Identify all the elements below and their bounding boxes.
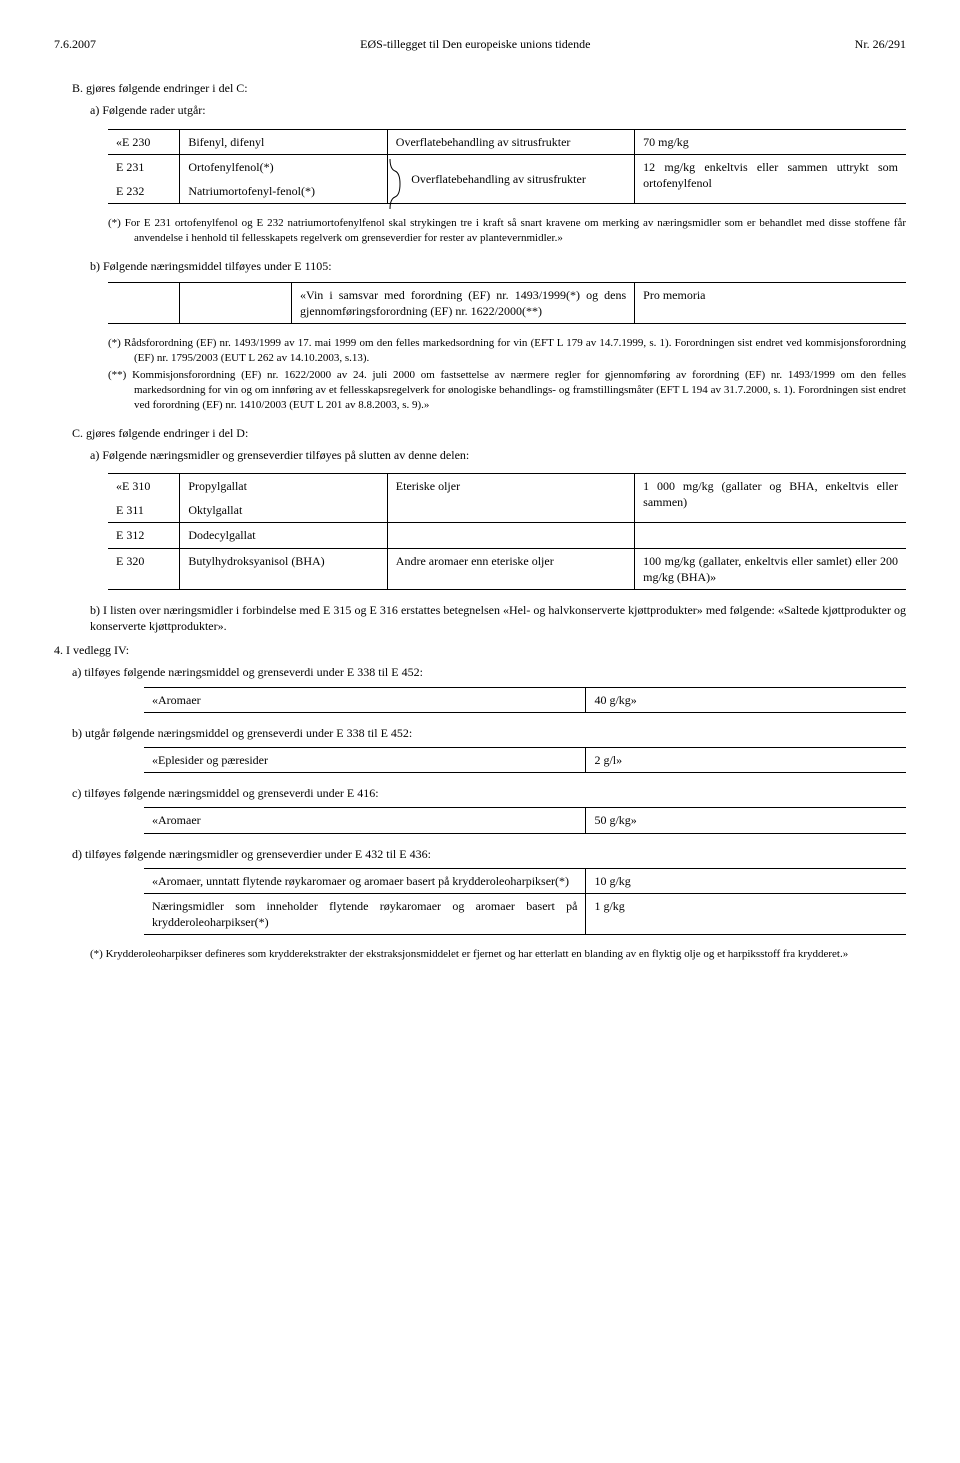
cell-val: 40 g/kg» — [586, 687, 906, 712]
bracket-icon — [388, 157, 402, 211]
cell-name: Natriumortofenyl-fenol(*) — [180, 179, 387, 204]
table-4-a: «Aromaer 40 g/kg» — [144, 687, 906, 713]
section-b-b-label: b) Følgende næringsmiddel tilføyes under… — [90, 258, 906, 274]
table-row: E 320 Butylhydroksyanisol (BHA) Andre ar… — [108, 548, 906, 589]
table-row: «Aromaer 50 g/kg» — [144, 808, 906, 833]
cell-use: Overflatebehandling av sitrusfrukter — [403, 154, 634, 203]
header-right: Nr. 26/291 — [855, 36, 906, 52]
section-4-c-label: c) tilføyes følgende næringsmiddel og gr… — [72, 785, 906, 801]
cell-text: «Aromaer — [144, 687, 586, 712]
cell-use: Andre aromaer enn eteriske oljer — [387, 548, 634, 589]
table-row: «Eplesider og pæresider 2 g/l» — [144, 748, 906, 773]
section-b-title: B. gjøres følgende endringer i del C: — [72, 80, 906, 96]
bracket-cell — [387, 154, 403, 203]
page-header: 7.6.2007 EØS-tillegget til Den europeisk… — [54, 36, 906, 52]
cell-val: 2 g/l» — [586, 748, 906, 773]
cell-name: Oktylgallat — [180, 498, 387, 523]
cell-val: 1 g/kg — [586, 893, 906, 934]
cell-limit: 1 000 mg/kg (gallater og BHA, enkeltvis … — [635, 473, 906, 522]
cell-limit: 100 mg/kg (gallater, enkeltvis eller sam… — [635, 548, 906, 589]
footnote-text: (**) Kommisjonsforordning (EF) nr. 1622/… — [108, 368, 906, 413]
table-row: «Vin i samsvar med forordning (EF) nr. 1… — [108, 283, 906, 324]
table-row: «Aromaer, unntatt flytende røykaromaer o… — [144, 868, 906, 893]
section-4-a-label: a) tilføyes følgende næringsmiddel og gr… — [72, 664, 906, 680]
cell-text: «Aromaer — [144, 808, 586, 833]
table-b-a: «E 230 Bifenyl, difenyl Overflatebehandl… — [108, 129, 906, 205]
cell-text: «Eplesider og pæresider — [144, 748, 586, 773]
cell-limit: 70 mg/kg — [635, 129, 906, 154]
table-c-a: «E 310 Propylgallat Eteriske oljer 1 000… — [108, 473, 906, 590]
cell-code: «E 230 — [108, 129, 180, 154]
section-4-d-label: d) tilføyes følgende næringsmidler og gr… — [72, 846, 906, 862]
section-c-title: C. gjøres følgende endringer i del D: — [72, 425, 906, 441]
cell-code: «E 310 — [108, 473, 180, 498]
cell-code: E 232 — [108, 179, 180, 204]
header-left: 7.6.2007 — [54, 36, 96, 52]
section-c-b-text: b) I listen over næringsmidler i forbind… — [90, 602, 906, 634]
footnote-text: (*) For E 231 ortofenylfenol og E 232 na… — [108, 216, 906, 246]
table-row: «E 310 Propylgallat Eteriske oljer 1 000… — [108, 473, 906, 498]
footnote-b-a: (*) For E 231 ortofenylfenol og E 232 na… — [108, 216, 906, 246]
cell-text: «Vin i samsvar med forordning (EF) nr. 1… — [292, 283, 635, 324]
cell-name: Ortofenylfenol(*) — [180, 154, 387, 179]
cell-val: Pro memoria — [635, 283, 906, 324]
table-row: E 231 Ortofenylfenol(*) Overflatebehandl… — [108, 154, 906, 179]
header-center: EØS-tillegget til Den europeiske unions … — [96, 36, 855, 52]
cell-text: «Aromaer, unntatt flytende røykaromaer o… — [144, 868, 586, 893]
cell-use: Eteriske oljer — [387, 473, 634, 498]
cell-code: E 231 — [108, 154, 180, 179]
table-b-b: «Vin i samsvar med forordning (EF) nr. 1… — [108, 282, 906, 324]
table-4-b: «Eplesider og pæresider 2 g/l» — [144, 747, 906, 773]
cell-text: Næringsmidler som inneholder flytende rø… — [144, 893, 586, 934]
table-row: «E 230 Bifenyl, difenyl Overflatebehandl… — [108, 129, 906, 154]
section-4-title: 4. I vedlegg IV: — [54, 642, 906, 658]
table-4-d: «Aromaer, unntatt flytende røykaromaer o… — [144, 868, 906, 936]
footnote-text: (*) Krydderoleoharpikser defineres som k… — [90, 947, 906, 962]
table-row: Næringsmidler som inneholder flytende rø… — [144, 893, 906, 934]
table-row: «Aromaer 40 g/kg» — [144, 687, 906, 712]
cell-code: E 320 — [108, 548, 180, 589]
section-c-a-label: a) Følgende næringsmidler og grenseverdi… — [90, 447, 906, 463]
section-b-a-label: a) Følgende rader utgår: — [90, 102, 906, 118]
cell-limit: 12 mg/kg enkeltvis eller sammen uttrykt … — [635, 154, 906, 203]
cell-code: E 312 — [108, 523, 180, 548]
cell-name: Butylhydroksyanisol (BHA) — [180, 548, 387, 589]
cell-name: Propylgallat — [180, 473, 387, 498]
cell-name: Bifenyl, difenyl — [180, 129, 387, 154]
cell-val: 10 g/kg — [586, 868, 906, 893]
footnote-text: (*) Rådsforordning (EF) nr. 1493/1999 av… — [108, 336, 906, 366]
table-row: E 312 Dodecylgallat — [108, 523, 906, 548]
table-4-c: «Aromaer 50 g/kg» — [144, 807, 906, 833]
section-4-b-label: b) utgår følgende næringsmiddel og grens… — [72, 725, 906, 741]
cell-code: E 311 — [108, 498, 180, 523]
footnote-4: (*) Krydderoleoharpikser defineres som k… — [90, 947, 906, 962]
cell-use: Overflatebehandling av sitrusfrukter — [387, 129, 634, 154]
cell-name: Dodecylgallat — [180, 523, 387, 548]
cell-val: 50 g/kg» — [586, 808, 906, 833]
footnote-b-b: (*) Rådsforordning (EF) nr. 1493/1999 av… — [108, 336, 906, 412]
